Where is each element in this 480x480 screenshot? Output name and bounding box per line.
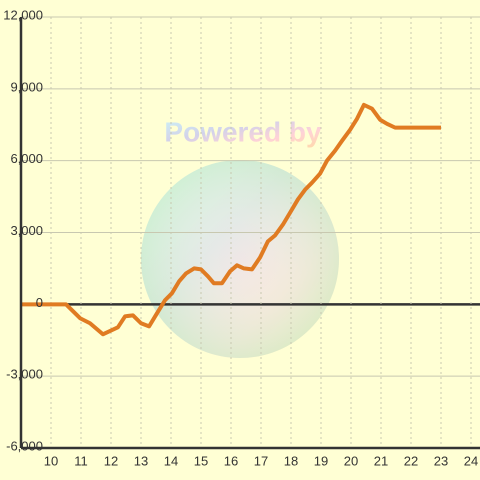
x-tick-label: 16 [224,453,238,468]
plot [21,102,441,337]
y-tick-label: 0 [36,295,43,310]
x-tick-label: 19 [314,453,328,468]
x-tick-label: 15 [194,453,208,468]
watermark-text: Powered by [164,116,322,147]
x-tick-label: 13 [134,453,148,468]
y-tick-label: -6,000 [6,438,43,453]
y-tick-label: -3,000 [6,367,43,382]
y-tick-label: 3,000 [10,223,43,238]
x-tick-label: 24 [464,453,478,468]
grid [21,16,480,449]
x-tick-label: 22 [404,453,418,468]
y-tick-label: 12,000 [3,7,43,22]
x-tick-label: 21 [374,453,388,468]
x-tick-label: 23 [434,453,448,468]
y-tick-label: 9,000 [10,79,43,94]
line-series [21,102,441,337]
x-tick-label: 10 [44,453,58,468]
x-tick-label: 14 [164,453,178,468]
x-tick-label: 11 [74,453,88,468]
y-tick-label: 6,000 [10,151,43,166]
x-tick-label: 18 [284,453,298,468]
watermark-circle-overlay [141,160,339,358]
x-tick-label: 12 [104,453,118,468]
x-tick-label: 20 [344,453,358,468]
x-tick-label: 17 [254,453,268,468]
